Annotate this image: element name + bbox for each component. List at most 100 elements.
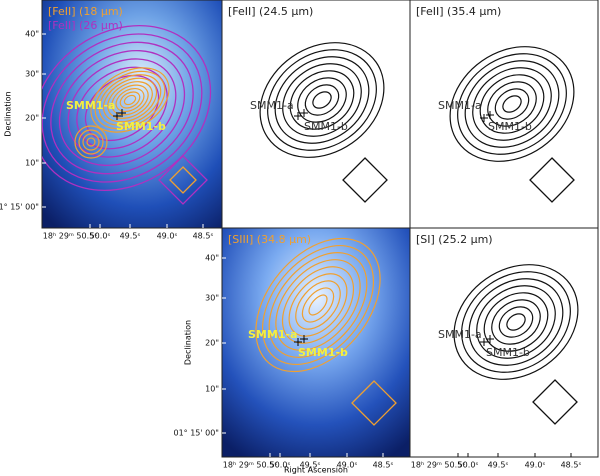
contour: [261, 244, 375, 366]
contour: [50, 41, 194, 175]
contours: [453, 264, 579, 380]
panel-title: [SI] (25.2 μm): [416, 233, 493, 246]
y-tick-label: 30": [25, 70, 39, 79]
contour: [74, 125, 108, 159]
y-tick-label: 10": [205, 385, 219, 394]
contour: [288, 273, 348, 337]
source-label: SMM1-a: [66, 99, 115, 112]
source-cross: [113, 112, 121, 120]
contour: [487, 81, 537, 127]
source-label: SMM1-b: [304, 120, 348, 133]
panel: [409, 0, 599, 229]
source-cross: [294, 338, 302, 346]
x-tick-label: 48.5ˢ: [193, 232, 214, 241]
source-label: SMM1-a: [250, 99, 294, 112]
x-tick-label: 49.0ˢ: [525, 461, 546, 470]
y-tick-label: 40": [205, 254, 219, 263]
contour: [301, 287, 335, 323]
x-tick-label: 18ʰ 29ᵐ 50.5ˢ: [411, 461, 465, 470]
x-tick-label: 18ʰ 29ᵐ 50.5ˢ: [43, 232, 97, 241]
contour: [457, 53, 567, 155]
contour: [297, 77, 347, 123]
x-tick-label: 50.0ˢ: [90, 232, 111, 241]
contour: [476, 285, 556, 359]
beam-diamond: [169, 166, 197, 194]
contour: [267, 49, 377, 151]
contour: [453, 264, 579, 380]
panel-title: [FeII] (18 μm): [48, 5, 123, 18]
contour: [268, 252, 368, 358]
panel-title: [FeII] (26 μm): [48, 19, 123, 32]
y-tick-label: 20": [205, 339, 219, 348]
beam-diamond: [342, 157, 388, 203]
contour: [491, 299, 541, 345]
contour: [123, 94, 137, 106]
contour: [308, 294, 328, 316]
contours: [255, 237, 381, 373]
y-tick-label: 01° 15' 00": [0, 203, 39, 212]
x-tick-label: 48.5ˢ: [373, 461, 394, 470]
contour: [275, 259, 361, 351]
contour: [107, 81, 153, 119]
contour: [115, 87, 145, 113]
contour: [464, 60, 560, 148]
contour: [58, 49, 186, 167]
source-cross: [300, 335, 308, 343]
y-tick-label: 40": [25, 30, 39, 39]
contour: [78, 129, 104, 155]
x-tick-label: 49.0ˢ: [337, 461, 358, 470]
contour: [42, 33, 203, 183]
contour: [289, 70, 355, 130]
source-cross: [480, 114, 488, 122]
contour: [461, 271, 571, 373]
panel-title: [FeII] (24.5 μm): [228, 5, 313, 18]
x-tick-label: 49.0ˢ: [157, 232, 178, 241]
contour: [494, 88, 530, 120]
contours: [449, 46, 575, 162]
contour: [304, 84, 340, 116]
contour: [119, 91, 141, 109]
contour: [281, 266, 355, 344]
x-tick-label: 48.5ˢ: [561, 461, 582, 470]
panel-title: [FeII] (35.4 μm): [416, 5, 501, 18]
x-axis-label: Right Ascension: [284, 466, 348, 475]
y-axis-label: Declination: [4, 91, 13, 136]
source-label: SMM1-b: [488, 120, 532, 133]
contour: [111, 84, 149, 116]
beam-diamond: [158, 155, 208, 205]
contour: [259, 42, 385, 158]
panel-title: [SIII] (34.8 μm): [228, 233, 311, 246]
contour: [102, 77, 158, 123]
contour: [282, 63, 362, 137]
source-label: SMM1-b: [116, 120, 166, 133]
x-tick-label: 18ʰ 29ᵐ 50.5ˢ: [223, 461, 277, 470]
panel: [409, 227, 599, 458]
contour: [502, 95, 522, 113]
x-tick-label: 49.5ˢ: [300, 461, 321, 470]
source-label: SMM1-b: [298, 346, 348, 359]
beam-diamond: [529, 157, 575, 203]
panel: [221, 0, 411, 229]
y-tick-label: 20": [25, 114, 39, 123]
source-label: SMM1-a: [438, 99, 482, 112]
beam-diamond: [532, 379, 578, 425]
contour: [295, 280, 341, 330]
source-cross: [480, 338, 488, 346]
contour: [483, 292, 549, 352]
contour: [498, 306, 534, 338]
y-tick-label: 30": [205, 294, 219, 303]
panel: [221, 227, 411, 458]
source-label: SMM1-a: [248, 328, 297, 341]
source-cross: [486, 335, 494, 343]
source-label: SMM1-a: [438, 328, 482, 341]
contour: [98, 74, 162, 126]
y-axis-label: Declination: [184, 320, 193, 365]
contour: [94, 70, 166, 130]
y-tick-label: 10": [25, 159, 39, 168]
contour: [255, 237, 381, 373]
contours: [259, 42, 385, 158]
x-tick-label: 50.0ˢ: [458, 461, 479, 470]
contour: [312, 91, 332, 109]
contour: [90, 67, 170, 133]
